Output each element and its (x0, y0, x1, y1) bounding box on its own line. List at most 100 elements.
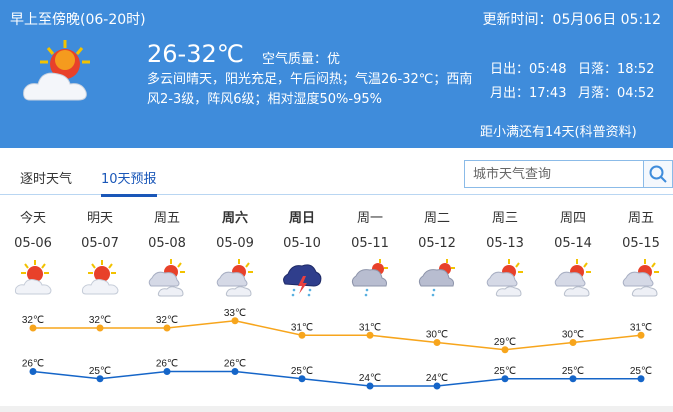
low-temp-point (637, 375, 645, 383)
high-temp-label: 31℃ (359, 322, 381, 333)
date: 05-06 (14, 236, 52, 251)
search-button[interactable] (643, 161, 672, 187)
date: 05-12 (418, 236, 456, 251)
low-temp-label: 24℃ (426, 373, 448, 384)
high-temp-point (231, 317, 239, 325)
weekday: 周五 (153, 211, 180, 226)
high-temp-label: 31℃ (291, 322, 313, 333)
low-temp-point (96, 375, 104, 383)
partly-cloudy-icon (486, 259, 523, 297)
forecast-day: 周日 05-10 (272, 207, 332, 302)
date: 05-09 (216, 236, 254, 251)
low-temp-point (163, 368, 171, 375)
partly-cloudy-icon (622, 259, 659, 297)
date: 05-10 (283, 236, 321, 251)
weekday: 周二 (423, 211, 450, 226)
low-temp-line (32, 370, 641, 387)
high-temp-point (366, 331, 374, 339)
high-temp-label: 31℃ (630, 322, 652, 333)
low-temp-point (366, 382, 374, 390)
forecast-day: 周五 05-08 (137, 207, 197, 302)
low-temp-label: 26℃ (22, 359, 44, 370)
partly-cloudy-icon (148, 259, 185, 297)
low-temp-point (298, 375, 306, 383)
high-temp-point (637, 331, 645, 339)
forecast-day: 周四 05-14 (543, 207, 603, 302)
forecast-day: 周三 05-13 (475, 207, 535, 302)
low-temp-point (501, 375, 509, 383)
low-temp-label: 25℃ (89, 366, 111, 377)
thunderstorm-icon (283, 264, 322, 297)
high-temp-point (569, 339, 577, 346)
footer-bar (0, 406, 673, 412)
weekday: 明天 (86, 211, 113, 226)
high-temp-point (298, 331, 306, 339)
high-temp-point (29, 324, 37, 332)
forecast-day: 周五 05-15 (611, 207, 671, 302)
city-search (464, 160, 673, 188)
update-time: 更新时间：05月06日 05:12 (482, 12, 661, 28)
weekday: 周一 (356, 211, 383, 226)
shower-icon (351, 259, 388, 297)
low-temp-label: 26℃ (224, 359, 246, 370)
date: 05-15 (622, 236, 660, 251)
sunset: 日落：18:52 (578, 62, 655, 77)
weekday: 周五 (627, 211, 654, 226)
low-temp-label: 25℃ (630, 366, 652, 377)
forecast-day: 明天 05-07 (70, 207, 130, 302)
moonset: 月落：04:52 (578, 86, 655, 101)
temperature-chart: 32℃ 32℃ 32℃ 33℃ 31℃ 31℃ 30℃ 29℃ 30℃ 31℃ 26℃ 25℃ 26℃ 2… (22, 308, 652, 390)
weather-description: 多云间晴天，阳光充足，午后闷热；气温26-32℃；西南风2-3级，阵风6级；相对… (147, 72, 473, 107)
date: 05-07 (81, 236, 119, 251)
city-search-input[interactable] (465, 161, 643, 187)
forecast-day: 周一 05-11 (340, 207, 400, 302)
low-temp-point (433, 382, 441, 390)
date: 05-14 (554, 236, 592, 251)
low-temp-point (231, 368, 239, 375)
partly-cloudy-icon (554, 259, 591, 297)
weather-header: 早上至傍晚(06-20时) 更新时间：05月06日 05:12 26-32℃ 空… (0, 0, 673, 148)
high-temp-label: 29℃ (494, 337, 516, 348)
low-temp-point (569, 375, 577, 383)
solar-term-link[interactable]: 距小满还有14天(科普资料) (480, 125, 637, 140)
weekday: 周日 (288, 211, 315, 226)
date: 05-08 (148, 236, 186, 251)
air-quality: 空气质量：优 (262, 52, 341, 67)
date: 05-13 (486, 236, 524, 251)
high-temp-point (501, 346, 509, 354)
high-temp-label: 32℃ (89, 315, 111, 326)
high-temp-point (433, 339, 441, 346)
sunrise: 日出：05:48 (490, 62, 567, 77)
sunny-cloud-icon (14, 260, 52, 295)
weekday: 今天 (19, 211, 46, 226)
moonrise: 月出：17:43 (490, 86, 567, 101)
date: 05-11 (351, 236, 389, 251)
low-temp-label: 25℃ (494, 366, 516, 377)
partly-sunny-icon (20, 38, 100, 112)
high-temp-label: 30℃ (426, 330, 448, 341)
high-temp-label: 32℃ (22, 315, 44, 326)
partly-cloudy-icon (216, 259, 253, 297)
temperature-range: 26-32℃ (147, 40, 244, 68)
forecast-day: 周二 05-12 (407, 207, 467, 302)
high-temp-label: 30℃ (562, 330, 584, 341)
low-temp-label: 24℃ (359, 373, 381, 384)
high-temp-label: 32℃ (156, 315, 178, 326)
forecast-period: 早上至傍晚(06-20时) (10, 12, 146, 28)
low-temp-label: 25℃ (562, 366, 584, 377)
high-temp-label: 33℃ (224, 308, 246, 319)
low-temp-point (29, 368, 37, 375)
weekday: 周四 (559, 211, 586, 226)
forecast-day: 今天 05-06 (3, 207, 63, 302)
tab-10-day[interactable]: 10天预报 (101, 168, 157, 197)
sun-moon-times: 日出：05:48 日落：18:52 月出：17:43 月落：04:52 (490, 58, 666, 106)
sunny-cloud-icon (81, 260, 119, 295)
shower-icon (418, 259, 455, 297)
search-icon (649, 165, 667, 183)
high-temp-line (33, 319, 642, 351)
weekday: 周三 (491, 211, 518, 226)
low-temp-label: 25℃ (291, 366, 313, 377)
low-temp-label: 26℃ (156, 359, 178, 370)
high-temp-point (163, 324, 171, 332)
tab-hourly[interactable]: 逐时天气 (20, 172, 73, 187)
